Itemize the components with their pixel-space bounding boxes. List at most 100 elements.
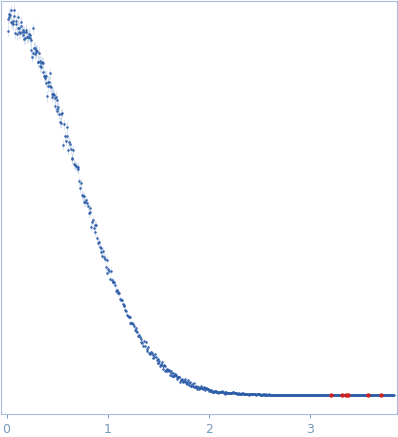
Point bbox=[390, 391, 397, 398]
Point bbox=[237, 390, 243, 397]
Point bbox=[328, 391, 335, 398]
Point bbox=[180, 378, 187, 385]
Point bbox=[380, 391, 386, 398]
Point bbox=[36, 63, 43, 70]
Point bbox=[345, 391, 351, 398]
Point bbox=[31, 45, 37, 52]
Point bbox=[82, 199, 88, 206]
Point bbox=[275, 391, 281, 398]
Point bbox=[215, 389, 221, 396]
Point bbox=[73, 163, 79, 170]
Point bbox=[371, 391, 378, 398]
Point bbox=[362, 392, 369, 399]
Point bbox=[267, 391, 273, 398]
Point bbox=[347, 392, 353, 399]
Point bbox=[232, 389, 238, 396]
Point bbox=[97, 244, 103, 251]
Point bbox=[57, 119, 63, 126]
Point bbox=[275, 391, 281, 398]
Point bbox=[33, 49, 39, 55]
Point bbox=[334, 391, 340, 398]
Point bbox=[107, 275, 113, 282]
Point bbox=[295, 391, 302, 398]
Point bbox=[109, 276, 115, 283]
Point bbox=[144, 345, 150, 352]
Point bbox=[67, 140, 73, 147]
Point bbox=[181, 378, 187, 385]
Point bbox=[308, 391, 314, 398]
Point bbox=[289, 392, 296, 399]
Point bbox=[389, 391, 395, 398]
Point bbox=[326, 391, 333, 398]
Point bbox=[236, 391, 242, 398]
Point bbox=[247, 391, 253, 398]
Point bbox=[238, 391, 244, 398]
Point bbox=[61, 120, 67, 127]
Point bbox=[179, 376, 185, 383]
Point bbox=[131, 323, 137, 330]
Point bbox=[225, 389, 232, 396]
Point bbox=[228, 390, 234, 397]
Point bbox=[157, 362, 164, 369]
Point bbox=[305, 391, 311, 398]
Point bbox=[184, 380, 191, 387]
Point bbox=[215, 389, 222, 396]
Point bbox=[332, 392, 339, 399]
Point bbox=[40, 60, 47, 67]
Point bbox=[374, 391, 380, 398]
Point bbox=[377, 391, 383, 398]
Point bbox=[246, 390, 252, 397]
Point bbox=[383, 391, 389, 398]
Point bbox=[222, 389, 228, 396]
Point bbox=[185, 377, 191, 384]
Point bbox=[86, 205, 93, 212]
Point bbox=[318, 391, 324, 398]
Point bbox=[126, 313, 133, 320]
Point bbox=[83, 196, 89, 203]
Point bbox=[76, 178, 82, 185]
Point bbox=[110, 278, 117, 285]
Point bbox=[14, 14, 21, 21]
Point bbox=[364, 392, 371, 399]
Point bbox=[116, 290, 123, 297]
Point bbox=[161, 362, 168, 369]
Point bbox=[388, 392, 395, 399]
Point bbox=[95, 239, 101, 246]
Point bbox=[85, 202, 91, 209]
Point bbox=[81, 198, 88, 205]
Point bbox=[242, 390, 248, 397]
Point bbox=[244, 390, 251, 397]
Point bbox=[250, 391, 257, 398]
Point bbox=[134, 328, 140, 335]
Point bbox=[185, 381, 192, 388]
Point bbox=[24, 33, 31, 40]
Point bbox=[17, 29, 23, 36]
Point bbox=[90, 216, 96, 223]
Point bbox=[213, 387, 220, 394]
Point bbox=[119, 301, 126, 308]
Point bbox=[157, 363, 163, 370]
Point bbox=[227, 389, 234, 396]
Point bbox=[129, 319, 135, 326]
Point bbox=[197, 385, 203, 392]
Point bbox=[326, 391, 332, 398]
Point bbox=[302, 392, 308, 399]
Point bbox=[266, 391, 272, 398]
Point bbox=[78, 180, 84, 187]
Point bbox=[213, 388, 219, 395]
Point bbox=[92, 228, 99, 235]
Point bbox=[278, 391, 284, 398]
Point bbox=[98, 245, 104, 252]
Point bbox=[299, 391, 306, 398]
Point bbox=[276, 391, 282, 398]
Point bbox=[365, 392, 371, 399]
Point bbox=[205, 385, 211, 392]
Point bbox=[151, 354, 158, 361]
Point bbox=[103, 264, 109, 271]
Point bbox=[173, 371, 179, 378]
Point bbox=[277, 391, 283, 398]
Point bbox=[138, 339, 144, 346]
Point bbox=[386, 391, 393, 398]
Point bbox=[196, 386, 202, 393]
Point bbox=[308, 392, 314, 399]
